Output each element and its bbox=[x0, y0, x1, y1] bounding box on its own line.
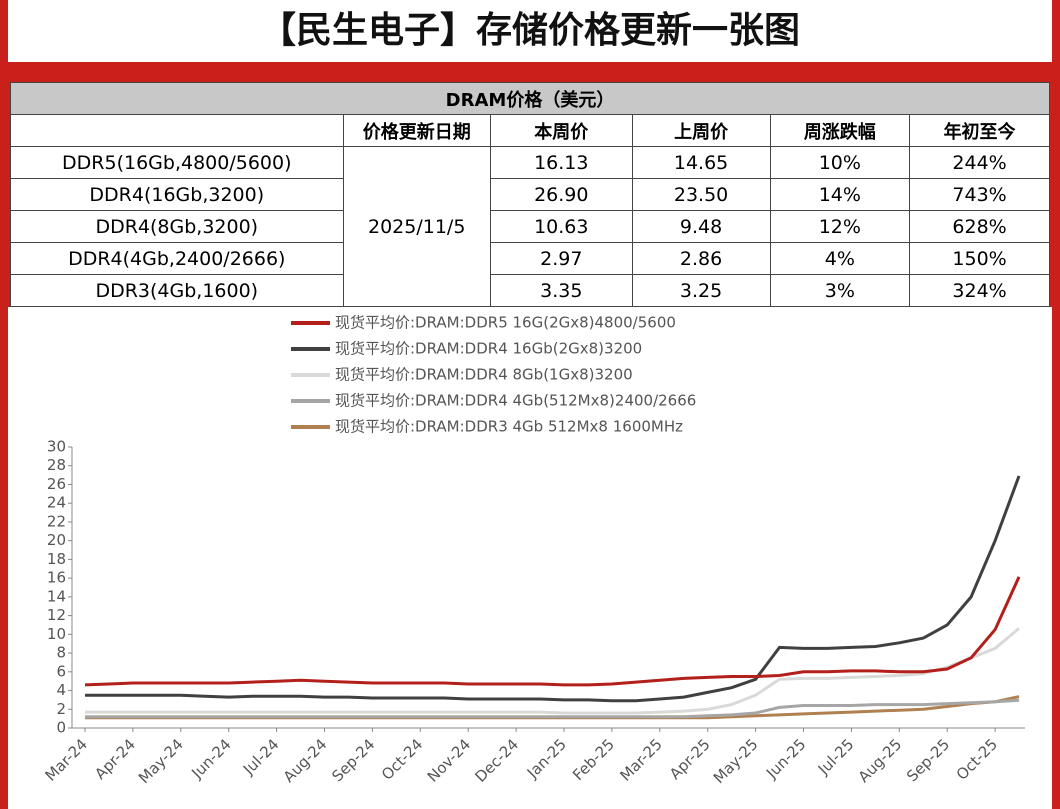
row-label: DDR4(16Gb,3200) bbox=[10, 178, 344, 211]
y-tick-label: 8 bbox=[56, 644, 66, 662]
cell: 26.90 bbox=[489, 178, 633, 211]
y-tick-label: 24 bbox=[47, 494, 66, 512]
cell: 9.48 bbox=[631, 210, 771, 243]
table-header: DRAM价格（美元） bbox=[10, 82, 1050, 115]
row-label: DDR3(4Gb,1600) bbox=[10, 274, 344, 307]
title: 【民生电子】存储价格更新一张图 bbox=[8, 0, 1052, 62]
row-label: DDR5(16Gb,4800/5600) bbox=[10, 146, 344, 179]
cell: 4% bbox=[769, 242, 911, 275]
legend-label: 现货平均价:DRAM:DDR3 4Gb 512Mx8 1600MHz bbox=[335, 418, 683, 436]
row-label: DDR4(8Gb,3200) bbox=[10, 210, 344, 243]
y-tick-label: 4 bbox=[56, 681, 66, 699]
price-table: DRAM价格（美元） 价格更新日期 本周价 上周价 周涨跌幅 年初至今 DDR5(16Gb,… bbox=[10, 82, 1050, 307]
cell: 244% bbox=[909, 146, 1050, 179]
y-tick-label: 16 bbox=[47, 569, 66, 587]
y-tick-label: 0 bbox=[56, 719, 66, 737]
legend-label: 现货平均价:DRAM:DDR4 4Gb(512Mx8)2400/2666 bbox=[335, 392, 696, 410]
y-tick-label: 20 bbox=[47, 531, 66, 549]
cell: 3.35 bbox=[489, 274, 633, 307]
legend-label: 现货平均价:DRAM:DDR4 8Gb(1Gx8)3200 bbox=[335, 366, 633, 384]
blank-cell bbox=[10, 114, 344, 147]
column-header: 年初至今 bbox=[909, 114, 1050, 147]
series-line bbox=[85, 698, 1020, 719]
cell: 628% bbox=[909, 210, 1050, 243]
y-tick-label: 10 bbox=[47, 625, 66, 643]
y-tick-label: 2 bbox=[56, 700, 66, 718]
update-date: 2025/11/5 bbox=[342, 146, 491, 307]
y-tick-label: 14 bbox=[47, 587, 66, 605]
cell: 3.25 bbox=[631, 274, 771, 307]
series-line bbox=[84, 576, 1021, 687]
column-header: 本周价 bbox=[489, 114, 633, 147]
cell: 14.65 bbox=[631, 146, 771, 179]
cell: 2.97 bbox=[489, 242, 633, 275]
chart-bg bbox=[8, 307, 1052, 809]
column-header: 上周价 bbox=[631, 114, 771, 147]
cell: 16.13 bbox=[489, 146, 633, 179]
series-line bbox=[85, 627, 1020, 715]
cell: 743% bbox=[909, 178, 1050, 211]
cell: 10% bbox=[769, 146, 911, 179]
y-tick-label: 28 bbox=[47, 456, 66, 474]
cell: 2.86 bbox=[631, 242, 771, 275]
cell: 3% bbox=[769, 274, 911, 307]
legend-label: 现货平均价:DRAM:DDR4 16Gb(2Gx8)3200 bbox=[335, 340, 642, 358]
column-header: 价格更新日期 bbox=[342, 114, 491, 147]
cell: 14% bbox=[769, 178, 911, 211]
legend-label: 现货平均价:DRAM:DDR5 16G(2Gx8)4800/5600 bbox=[335, 314, 676, 332]
y-tick-label: 22 bbox=[47, 512, 66, 530]
cell: 23.50 bbox=[631, 178, 771, 211]
y-tick-label: 26 bbox=[47, 475, 66, 493]
cell: 12% bbox=[769, 210, 911, 243]
row-label: DDR4(4Gb,2400/2666) bbox=[10, 242, 344, 275]
column-header: 周涨跌幅 bbox=[769, 114, 911, 147]
cell: 324% bbox=[909, 274, 1050, 307]
y-tick-label: 6 bbox=[56, 662, 66, 680]
y-tick-label: 12 bbox=[47, 606, 66, 624]
y-tick-label: 30 bbox=[47, 438, 66, 456]
cell: 10.63 bbox=[489, 210, 633, 243]
y-tick-label: 18 bbox=[47, 550, 66, 568]
series-line bbox=[85, 475, 1021, 703]
cell: 150% bbox=[909, 242, 1050, 275]
